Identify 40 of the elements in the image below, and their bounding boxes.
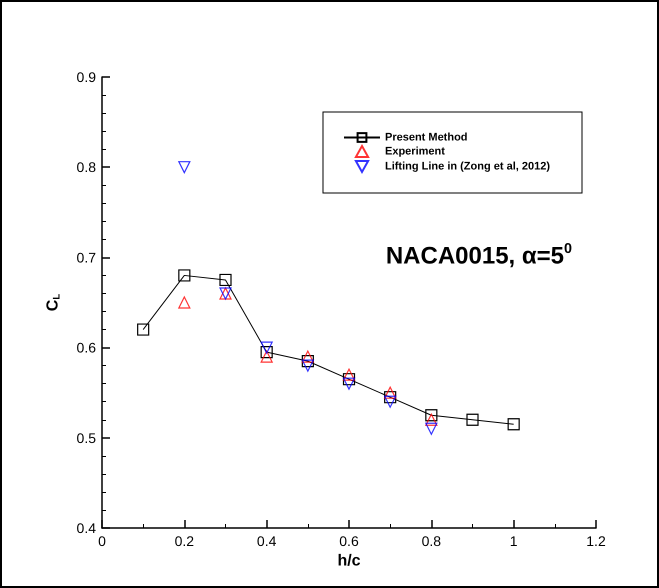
point bbox=[260, 342, 273, 354]
x-tick-label: 0.8 bbox=[422, 533, 442, 549]
legend-label: Lifting Line in (Zong et al, 2012) bbox=[384, 160, 550, 172]
x-tick-label: 0 bbox=[98, 533, 106, 549]
y-tick-label: 0.7 bbox=[76, 249, 96, 266]
point bbox=[342, 378, 356, 390]
point bbox=[302, 350, 314, 363]
point bbox=[178, 296, 190, 309]
x-tick-label: 0.4 bbox=[256, 533, 277, 549]
legend-label: Experiment bbox=[384, 146, 446, 158]
point bbox=[384, 386, 396, 399]
point bbox=[302, 360, 314, 372]
point bbox=[260, 350, 273, 363]
point bbox=[302, 355, 314, 368]
y-axis-title: CL bbox=[44, 294, 62, 312]
point bbox=[178, 269, 190, 282]
y-tick-label: 0.6 bbox=[76, 340, 96, 356]
y-tick-label: 0.4 bbox=[76, 520, 96, 536]
y-tick-label: 0.9 bbox=[76, 69, 96, 85]
point bbox=[425, 414, 438, 426]
y-tick-label: 0.5 bbox=[76, 430, 96, 446]
point bbox=[384, 391, 396, 404]
point bbox=[425, 422, 438, 435]
point bbox=[384, 396, 396, 408]
legend-label: Present Method bbox=[384, 132, 468, 144]
point bbox=[466, 414, 479, 426]
point bbox=[425, 409, 438, 422]
point bbox=[508, 418, 520, 430]
x-tick-label: 0.6 bbox=[339, 533, 359, 549]
x-tick-label: 0.2 bbox=[174, 533, 194, 549]
point bbox=[342, 373, 356, 386]
point bbox=[260, 346, 273, 358]
x-tick-label: 1 bbox=[510, 533, 518, 549]
x-axis-title: h/c bbox=[337, 552, 361, 570]
x-tick-label: 1.2 bbox=[586, 533, 606, 549]
point bbox=[219, 274, 232, 286]
y-tick-label: 0.8 bbox=[76, 159, 96, 176]
point bbox=[137, 323, 150, 336]
point bbox=[178, 161, 190, 174]
point bbox=[342, 368, 356, 381]
